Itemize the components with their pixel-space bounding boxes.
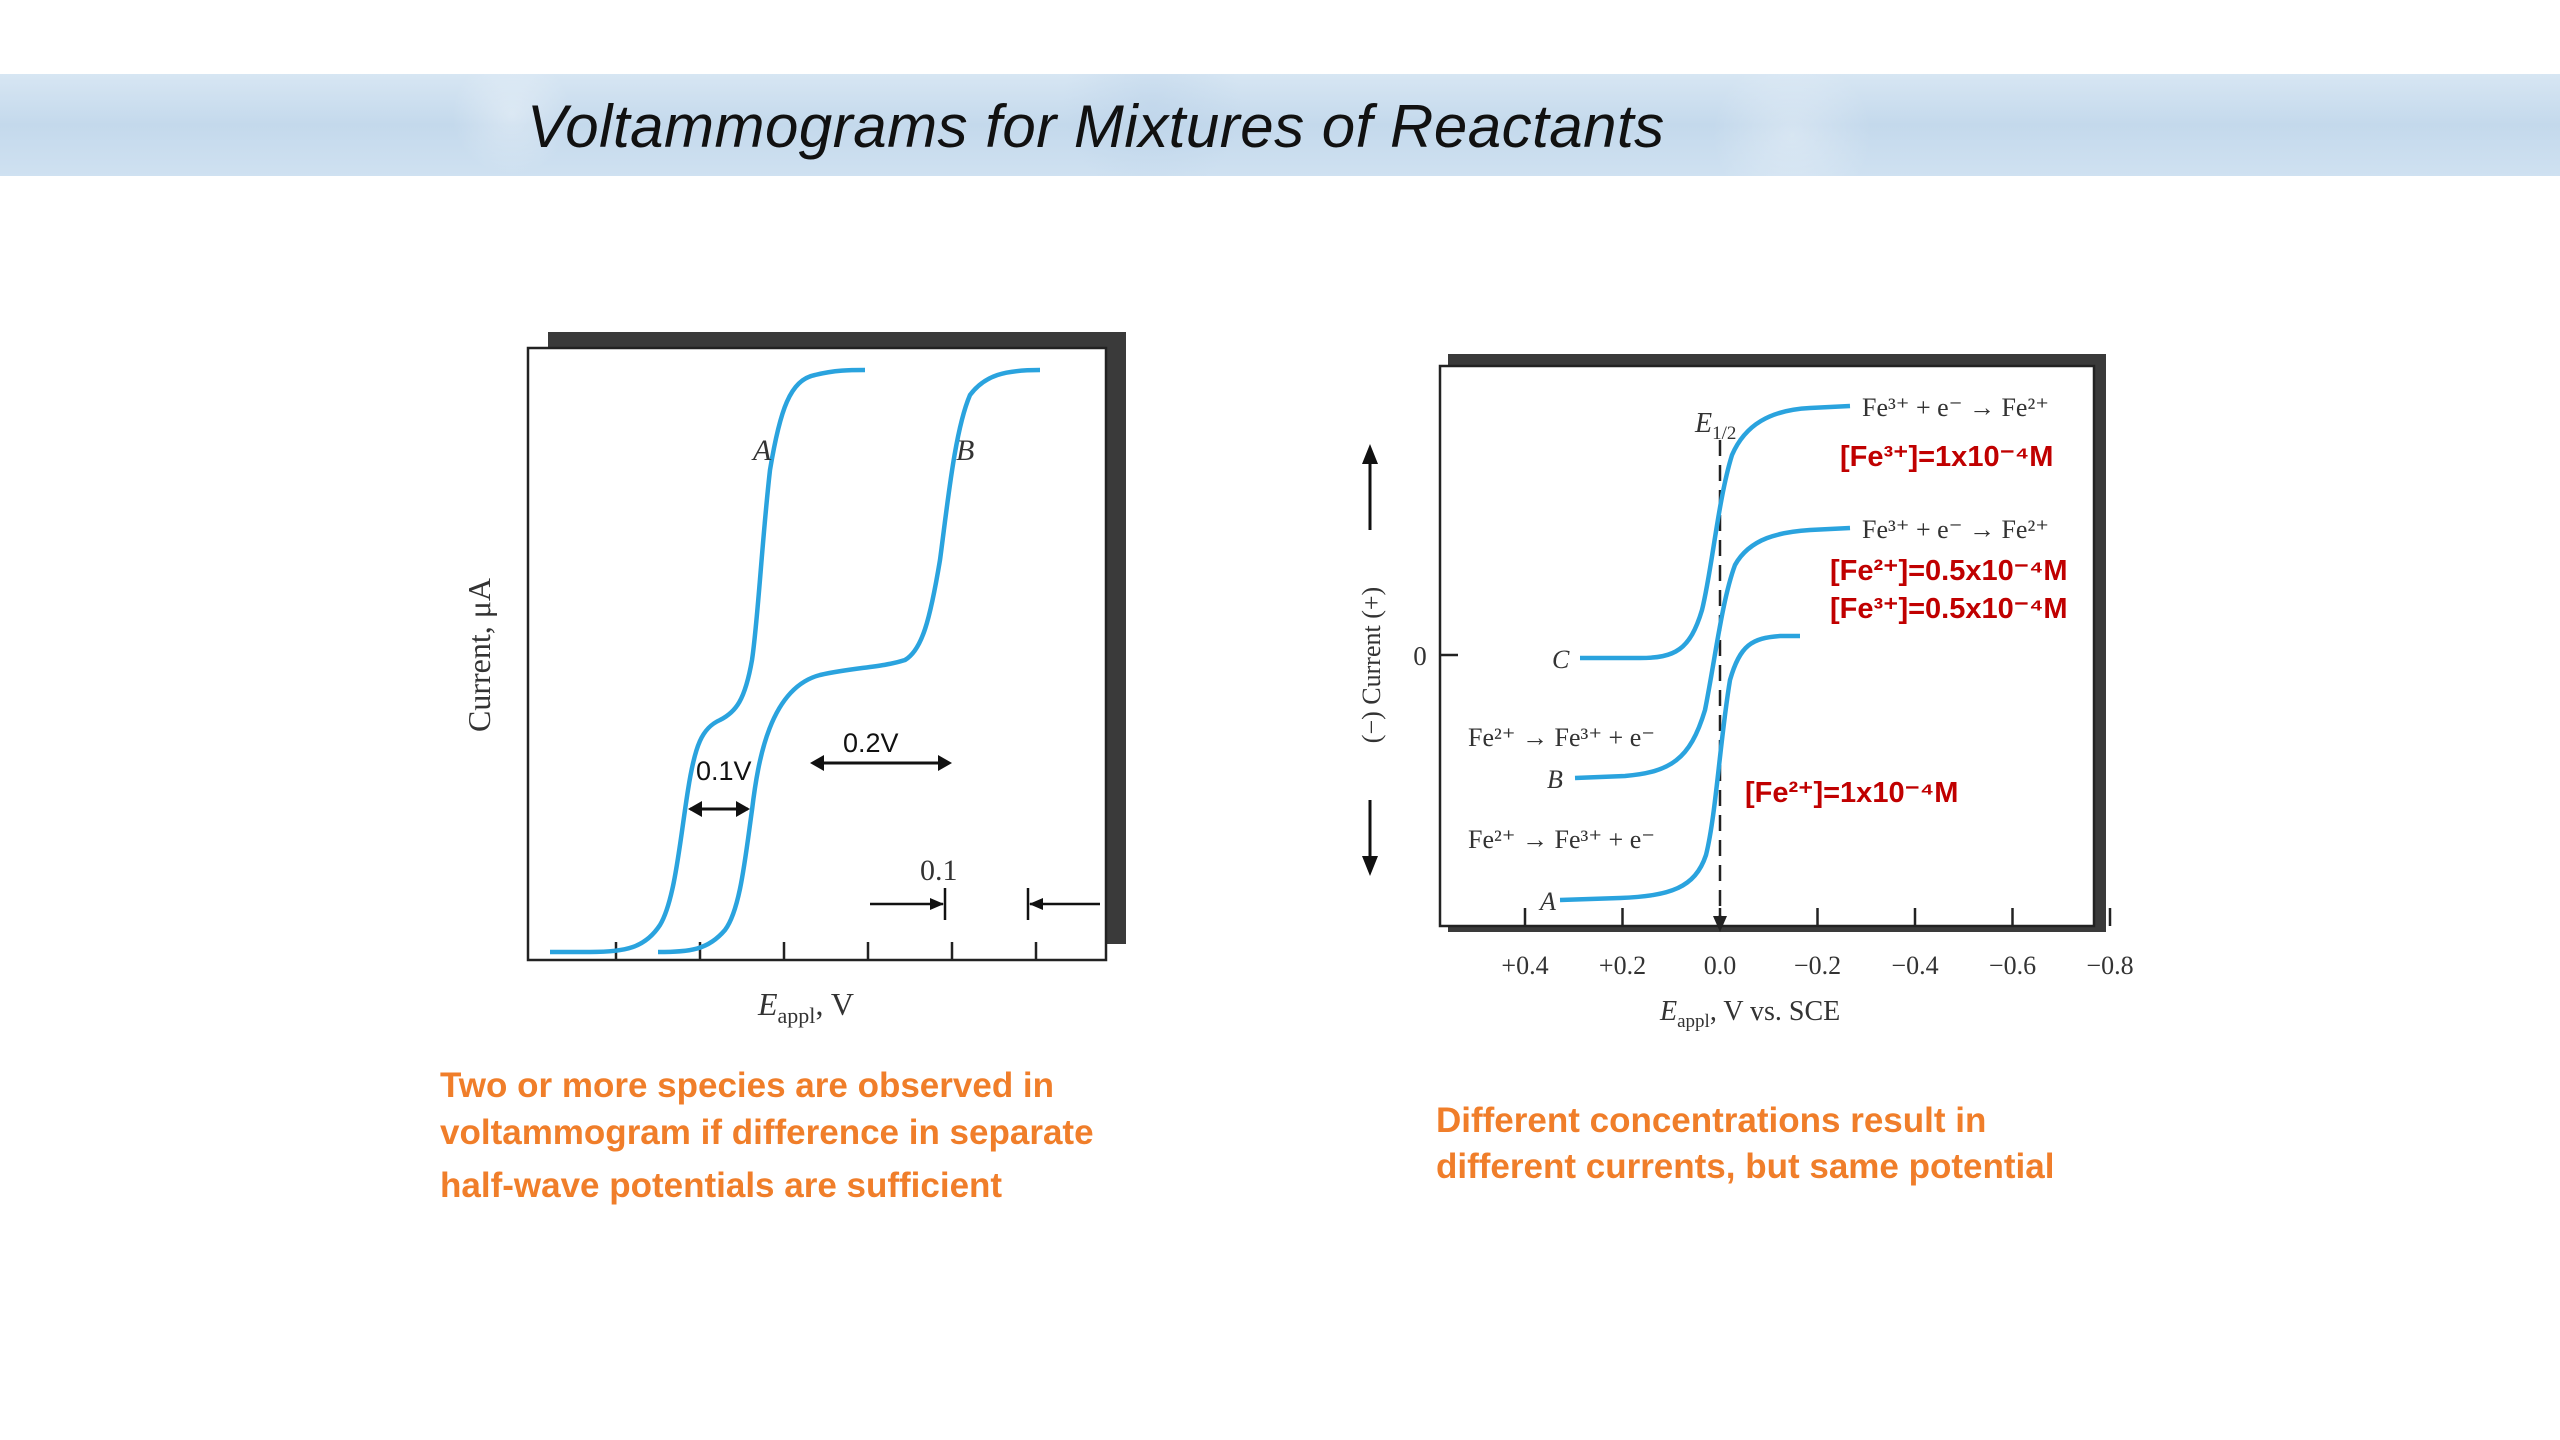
gap-A-label: 0.1V xyxy=(696,756,752,786)
right-x-tick-label: +0.2 xyxy=(1599,951,1646,980)
reaction-C: Fe³⁺ + e⁻ → Fe²⁺ xyxy=(1862,393,2049,422)
left-plot-frame xyxy=(526,346,1108,962)
curve-A xyxy=(550,367,866,955)
caption-left-line-2: voltammogram if difference in separate xyxy=(440,1113,1094,1152)
caption-left: Two or more species are observed in volt… xyxy=(440,1062,1094,1209)
curve-A-right xyxy=(1559,633,1800,903)
slide-title: Voltammograms for Mixtures of Reactants xyxy=(527,93,1665,160)
conc-C: [Fe³⁺]=1x10⁻⁴M xyxy=(1840,441,2053,473)
curve-C xyxy=(1580,403,1851,661)
right-x-tick-label: +0.4 xyxy=(1501,951,1548,980)
reaction-B-bottom: Fe²⁺ → Fe³⁺ + e⁻ xyxy=(1468,723,1655,752)
curve-B-label: B xyxy=(956,434,974,467)
right-voltammogram: 0 +0.4 +0.2 0.0 −0.2 −0.4 −0.6 −0.8 E1/2 C B A… xyxy=(1357,354,2134,1032)
right-x-tick-label: −0.8 xyxy=(2086,951,2133,980)
right-x-axis-label: Eappl, V vs. SCE xyxy=(1659,996,1840,1032)
right-x-tick-label: −0.6 xyxy=(1989,951,2036,980)
caption-right-line-2: different currents, but same potential xyxy=(1436,1147,2055,1186)
left-voltammogram: A B 0.1V 0.2V 0.1 Current, μA Eappl, V xyxy=(461,332,1126,1028)
reaction-A: Fe²⁺ → Fe³⁺ + e⁻ xyxy=(1468,825,1655,854)
reaction-B-top: Fe³⁺ + e⁻ → Fe²⁺ xyxy=(1862,515,2049,544)
curve-A-right-label: A xyxy=(1538,887,1556,916)
caption-right-line-1: Different concentrations result in xyxy=(1436,1101,1987,1140)
title-banner: Voltammograms for Mixtures of Reactants xyxy=(0,74,2560,176)
right-x-tick-label: −0.4 xyxy=(1891,951,1938,980)
right-x-tick-label: 0.0 xyxy=(1704,951,1737,980)
left-y-axis-label: Current, μA xyxy=(461,578,497,732)
conc-B-2: [Fe³⁺]=0.5x10⁻⁴M xyxy=(1830,593,2068,625)
left-x-ticks xyxy=(614,942,1038,960)
e-half-label: E1/2 xyxy=(1694,408,1736,444)
right-x-ticks: +0.4 +0.2 0.0 −0.2 −0.4 −0.6 −0.8 xyxy=(1501,908,2134,980)
caption-left-line-3: half-wave potentials are sufficient xyxy=(440,1166,1003,1205)
right-plot-frame xyxy=(1438,364,2096,928)
right-y-axis-label: (−) Current (+) xyxy=(1357,587,1386,743)
conc-A: [Fe²⁺]=1x10⁻⁴M xyxy=(1745,777,1958,809)
scale-label: 0.1 xyxy=(920,854,958,887)
curve-C-label: C xyxy=(1552,645,1570,674)
conc-B-1: [Fe²⁺]=0.5x10⁻⁴M xyxy=(1830,555,2068,587)
gap-B-label: 0.2V xyxy=(843,728,899,758)
caption-right: Different concentrations result in diffe… xyxy=(1436,1098,2054,1190)
curve-B xyxy=(657,367,1041,955)
left-x-axis-label: Eappl, V xyxy=(757,986,854,1028)
right-x-tick-label: −0.2 xyxy=(1794,951,1841,980)
curve-B-right xyxy=(1574,525,1851,781)
caption-left-line-1: Two or more species are observed in xyxy=(440,1066,1055,1105)
curve-B-right-label: B xyxy=(1547,765,1563,794)
curve-A-label: A xyxy=(751,434,772,467)
y-zero-label: 0 xyxy=(1413,641,1427,671)
